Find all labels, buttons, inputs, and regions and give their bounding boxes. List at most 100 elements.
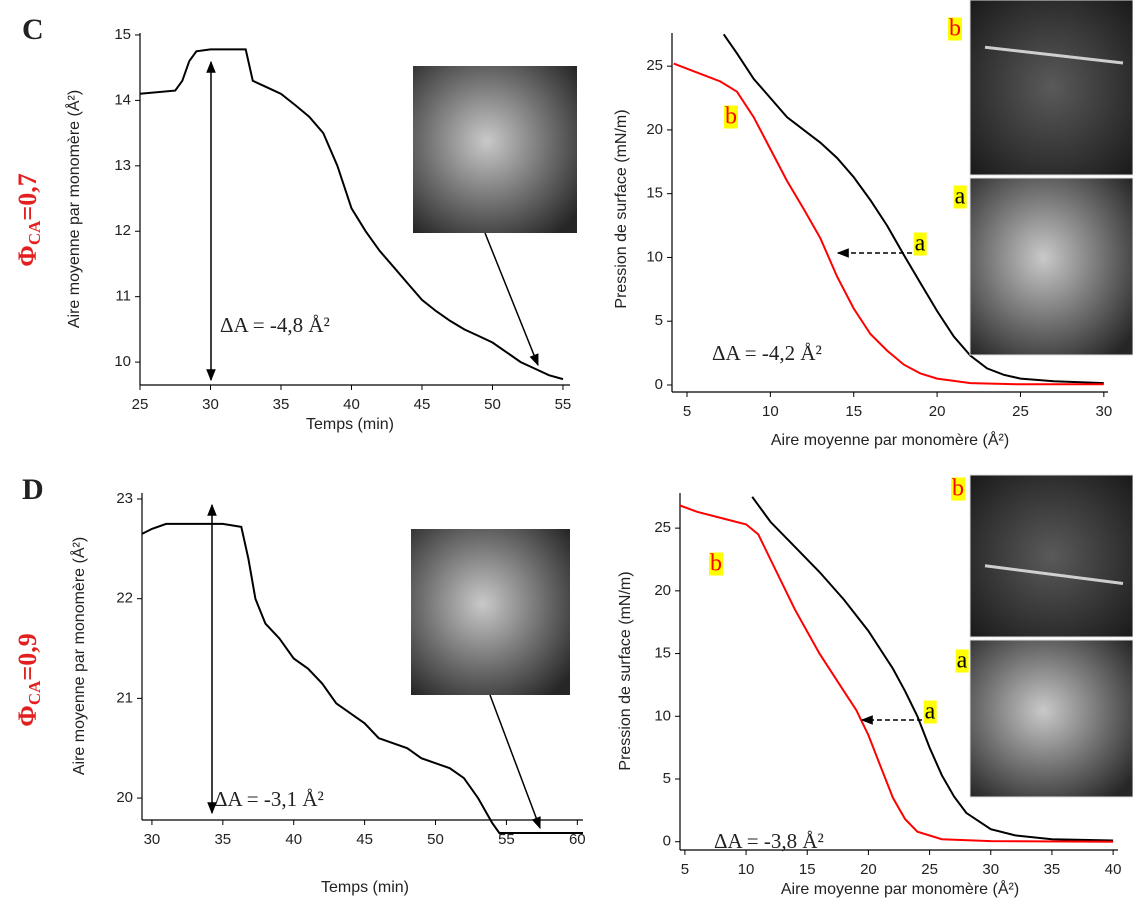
label-highlight: [948, 17, 962, 41]
x-tick-label: 50: [484, 396, 501, 413]
x-tick-label: 45: [414, 396, 431, 413]
x-tick-label: 25: [921, 861, 938, 878]
y-tick-label: 12: [114, 222, 131, 239]
phi-value: =0,9: [13, 633, 42, 680]
label-highlight: [951, 477, 965, 501]
y-tick-label: 23: [116, 490, 133, 507]
y-tick-label: 5: [663, 770, 671, 787]
y-tick-label: 11: [115, 288, 131, 305]
label-highlight: [955, 649, 969, 673]
delta-annotation: ΔA = -4,2 Å²: [712, 341, 822, 365]
y-tick-label: 0: [655, 376, 663, 393]
x-tick-label: 10: [738, 861, 755, 878]
y-tick-label: 20: [646, 121, 663, 138]
x-tick-label: 20: [860, 861, 877, 878]
y-tick-label: 14: [114, 91, 131, 108]
bam-image: [969, 474, 1133, 638]
inset-arrow: [484, 232, 539, 367]
label-highlight: [923, 700, 937, 724]
line-series: [751, 496, 1114, 842]
bam-streak: [984, 564, 1124, 586]
x-tick-label: 35: [214, 831, 231, 848]
phi-label: ΦCA=0,9: [13, 633, 44, 726]
x-tick-label: 45: [356, 831, 373, 848]
y-axis-label: Aire moyenne par monomère (Å²): [69, 537, 88, 775]
curve-label: b: [710, 551, 722, 577]
x-axis-label: Aire moyenne par monomère (Å²): [771, 430, 1009, 449]
bam-image: [969, 0, 1133, 176]
panel-letter: D: [22, 473, 44, 506]
x-tick-label: 10: [762, 403, 779, 420]
bam-image: [969, 177, 1133, 356]
y-tick-label: 10: [646, 248, 663, 265]
y-tick-label: 21: [116, 689, 133, 706]
x-tick-label: 15: [845, 403, 862, 420]
curve-label: b: [952, 476, 964, 502]
y-tick-label: 15: [646, 185, 663, 202]
delta-annotation: ΔA = -3,1 Å²: [214, 787, 324, 811]
curve-label: a: [925, 699, 936, 725]
x-tick-label: 5: [683, 403, 691, 420]
phi-subscript: CA: [25, 220, 44, 245]
x-axis-label: Temps (min): [306, 416, 394, 433]
x-tick-label: 50: [427, 831, 444, 848]
line-series: [722, 33, 1104, 385]
x-tick-label: 40: [343, 396, 360, 413]
phi-symbol: Φ: [13, 245, 42, 267]
bam-image: [413, 66, 577, 233]
y-tick-label: 5: [655, 312, 663, 329]
y-tick-label: 10: [114, 353, 131, 370]
phi-label: ΦCA=0,7: [13, 173, 44, 266]
y-tick-label: 15: [654, 645, 671, 662]
label-highlight: [953, 185, 967, 209]
curve-label: a: [955, 184, 966, 210]
x-tick-label: 40: [285, 831, 302, 848]
x-tick-label: 15: [799, 861, 816, 878]
line-series: [139, 48, 564, 381]
y-tick-label: 20: [654, 582, 671, 599]
y-axis-label: Aire moyenne par monomère (Å²): [64, 90, 83, 328]
x-tick-label: 30: [982, 861, 999, 878]
y-tick-label: 22: [116, 590, 133, 607]
inset-arrow: [489, 694, 541, 830]
x-tick-label: 40: [1105, 861, 1122, 878]
y-axis-label: Pression de surface (mN/m): [617, 571, 634, 770]
x-tick-label: 30: [1095, 403, 1112, 420]
y-axis-label: Pression de surface (mN/m): [613, 109, 630, 308]
x-tick-label: 30: [202, 396, 219, 413]
x-axis-label: Temps (min): [321, 879, 409, 896]
bam-image: [969, 639, 1133, 798]
y-tick-label: 15: [114, 26, 131, 43]
x-tick-label: 55: [498, 831, 515, 848]
panel-letter: C: [22, 13, 44, 46]
curve-label: b: [725, 104, 737, 130]
bam-image: [411, 529, 570, 695]
bam-streak: [984, 45, 1124, 65]
x-tick-label: 20: [929, 403, 946, 420]
x-tick-label: 35: [273, 396, 290, 413]
label-highlight: [724, 105, 738, 129]
x-tick-label: 30: [144, 831, 161, 848]
y-tick-label: 20: [116, 789, 133, 806]
curve-label: a: [957, 648, 968, 674]
x-tick-label: 25: [1012, 403, 1029, 420]
line-series: [673, 62, 1104, 386]
phi-subscript: CA: [25, 680, 44, 705]
y-tick-label: 25: [654, 519, 671, 536]
delta-annotation: ΔA = -3,8 Å²: [714, 829, 824, 853]
y-tick-label: 13: [114, 157, 131, 174]
x-tick-label: 25: [132, 396, 149, 413]
label-highlight: [709, 552, 723, 576]
curve-label: b: [949, 16, 961, 42]
y-tick-label: 10: [654, 707, 671, 724]
line-series: [679, 504, 1114, 843]
line-series: [141, 522, 583, 834]
x-tick-label: 5: [681, 861, 689, 878]
phi-value: =0,7: [13, 173, 42, 220]
x-tick-label: 35: [1044, 861, 1061, 878]
y-tick-label: 0: [663, 833, 671, 850]
x-tick-label: 60: [569, 831, 586, 848]
y-tick-label: 25: [646, 57, 663, 74]
x-axis-label: Aire moyenne par monomère (Å²): [781, 879, 1019, 898]
